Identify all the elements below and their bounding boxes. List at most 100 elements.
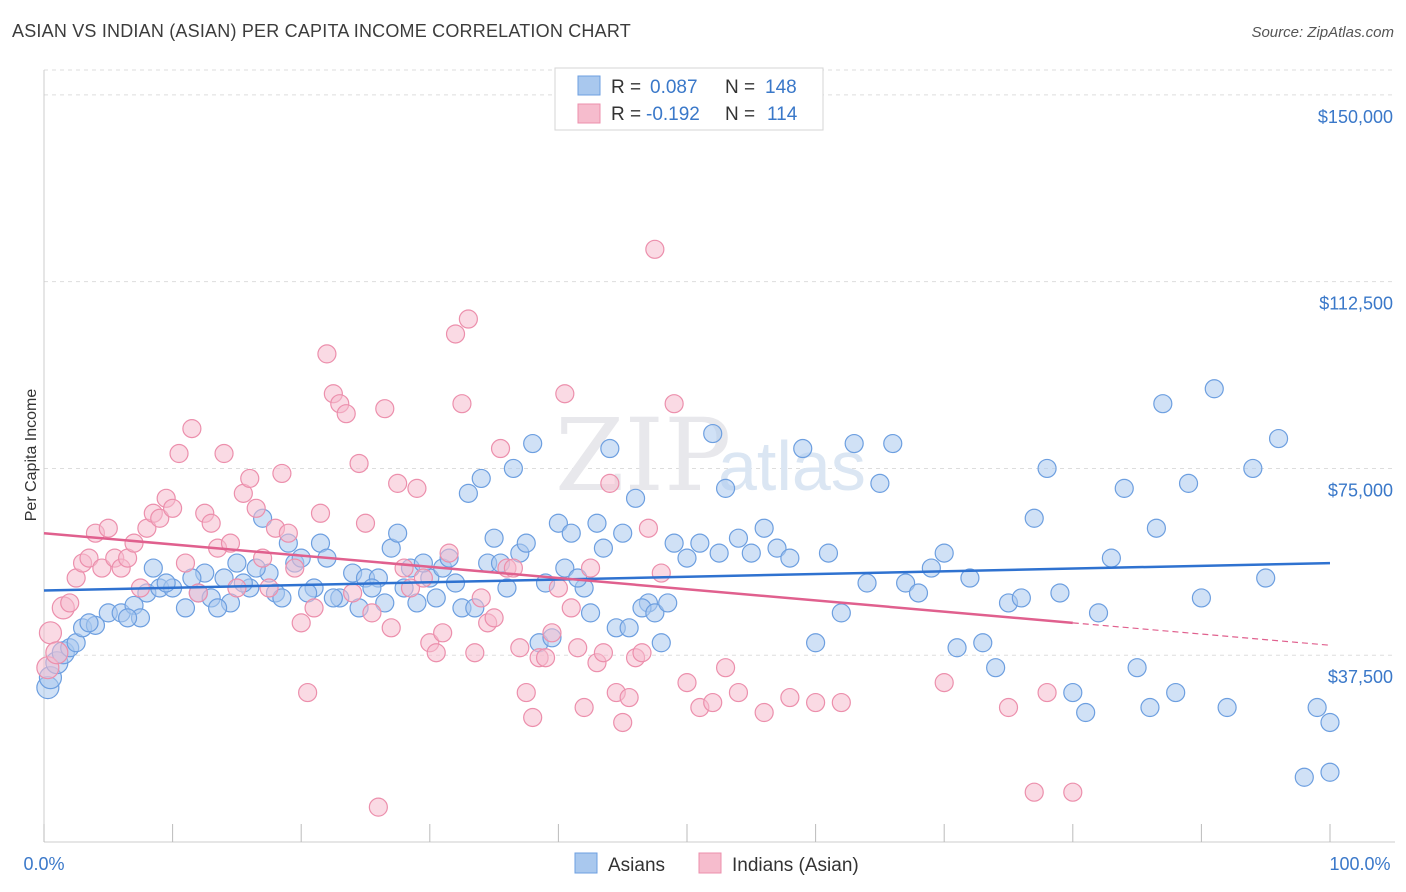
- indians-point: [490, 438, 511, 459]
- asians-point: [156, 573, 176, 593]
- asians-point: [555, 558, 575, 578]
- indians-point: [124, 533, 144, 553]
- asians-point: [1294, 767, 1314, 787]
- asians-point: [426, 588, 446, 608]
- asians-point: [1166, 682, 1186, 703]
- indians-point: [201, 513, 221, 533]
- indians-point: [246, 498, 266, 518]
- indians-point: [278, 523, 298, 543]
- asians-point: [1037, 458, 1057, 479]
- y-tick-label: $75,000: [1328, 480, 1393, 500]
- y-axis-label: Per Capita Income: [23, 389, 40, 522]
- asians-point: [1191, 588, 1212, 608]
- indians-point: [1024, 782, 1044, 802]
- asians-trend-line: [43, 561, 1331, 592]
- asians-point: [587, 513, 607, 533]
- watermark: ZIP atlas: [555, 397, 866, 514]
- indians-point: [754, 702, 774, 723]
- indians-point: [368, 797, 388, 817]
- chart-title: ASIAN VS INDIAN (ASIAN) PER CAPITA INCOM…: [12, 21, 631, 41]
- indians-point: [220, 533, 241, 553]
- asians-point: [1024, 508, 1044, 528]
- indians-point: [45, 641, 69, 665]
- indians-point: [163, 498, 183, 518]
- asians-point: [1320, 762, 1340, 782]
- indians-point: [677, 673, 697, 693]
- asians-point: [548, 513, 569, 533]
- indians-point: [715, 658, 736, 678]
- asians-point: [516, 533, 536, 553]
- asians-point: [484, 528, 504, 548]
- asians-point: [1268, 428, 1289, 449]
- asians-point: [1256, 568, 1276, 588]
- stats-legend: R = 0.087 N = 148 R = -0.192 N = 114: [554, 67, 824, 131]
- asians-n-label: N =: [725, 77, 755, 98]
- asians-point: [960, 568, 980, 588]
- asians-point: [947, 638, 967, 658]
- asians-point: [703, 423, 723, 444]
- indians-point: [934, 673, 954, 693]
- indians-point: [439, 543, 459, 563]
- indians-point: [613, 712, 633, 733]
- y-tick-label: $112,500: [1319, 294, 1393, 314]
- indians-point: [214, 443, 234, 464]
- y-tick-label: $37,500: [1328, 667, 1393, 687]
- indians-point: [831, 692, 851, 713]
- asians-point: [870, 473, 890, 493]
- asians-point: [921, 558, 941, 578]
- indians-point: [182, 419, 202, 439]
- indians-point: [555, 384, 575, 404]
- indians-point: [240, 468, 260, 489]
- asians-r-label: R =: [611, 77, 641, 98]
- indians-point: [433, 623, 453, 643]
- indians-point: [510, 638, 530, 658]
- asians-point: [175, 598, 196, 618]
- asians-point: [805, 633, 826, 653]
- indians-point: [175, 553, 196, 573]
- asians-point: [973, 633, 993, 653]
- asians-point: [831, 603, 851, 623]
- asians-point: [709, 543, 729, 563]
- asians-point: [677, 548, 697, 568]
- x-tick-label-min: 0.0%: [23, 854, 64, 874]
- y-tick-label: $150,000: [1318, 107, 1393, 127]
- indians-point: [580, 558, 601, 578]
- indians-point: [336, 404, 356, 424]
- indians-point: [394, 558, 414, 578]
- asians-n-value: 148: [765, 77, 797, 98]
- indians-point: [343, 583, 363, 603]
- watermark-atlas: atlas: [718, 427, 866, 505]
- asians-point: [658, 593, 678, 613]
- indians-swatch: [577, 103, 601, 124]
- asians-point: [645, 603, 665, 623]
- asians-point: [664, 533, 684, 553]
- asians-point: [793, 438, 813, 459]
- legend-asians-swatch: [574, 852, 598, 874]
- indians-point: [568, 638, 588, 658]
- data-points: [36, 239, 1340, 817]
- asians-point: [1178, 473, 1199, 493]
- asians-point: [388, 523, 408, 543]
- indians-point: [1063, 782, 1083, 802]
- indians-point: [471, 588, 491, 608]
- asians-point: [767, 538, 787, 558]
- asians-point: [1146, 518, 1166, 538]
- asians-point: [323, 588, 343, 608]
- indians-point: [523, 707, 543, 728]
- x-tick-label-max: 100.0%: [1329, 854, 1390, 874]
- legend-asians-label: Asians: [608, 855, 665, 876]
- asians-point: [1127, 658, 1147, 678]
- asians-point: [600, 438, 620, 459]
- indians-point: [92, 558, 112, 578]
- indians-point: [259, 578, 279, 598]
- y-tick-labels: $37,500 $75,000 $112,500 $150,000: [1318, 107, 1393, 687]
- indians-point: [79, 548, 99, 568]
- indians-point: [574, 697, 594, 718]
- x-tick-labels: 0.0% 100.0%: [23, 854, 1390, 874]
- asians-point: [818, 543, 839, 563]
- indians-point: [484, 608, 504, 628]
- asians-point: [208, 598, 228, 618]
- axes: [43, 70, 1395, 843]
- indians-point: [703, 692, 723, 713]
- indians-point: [150, 508, 170, 528]
